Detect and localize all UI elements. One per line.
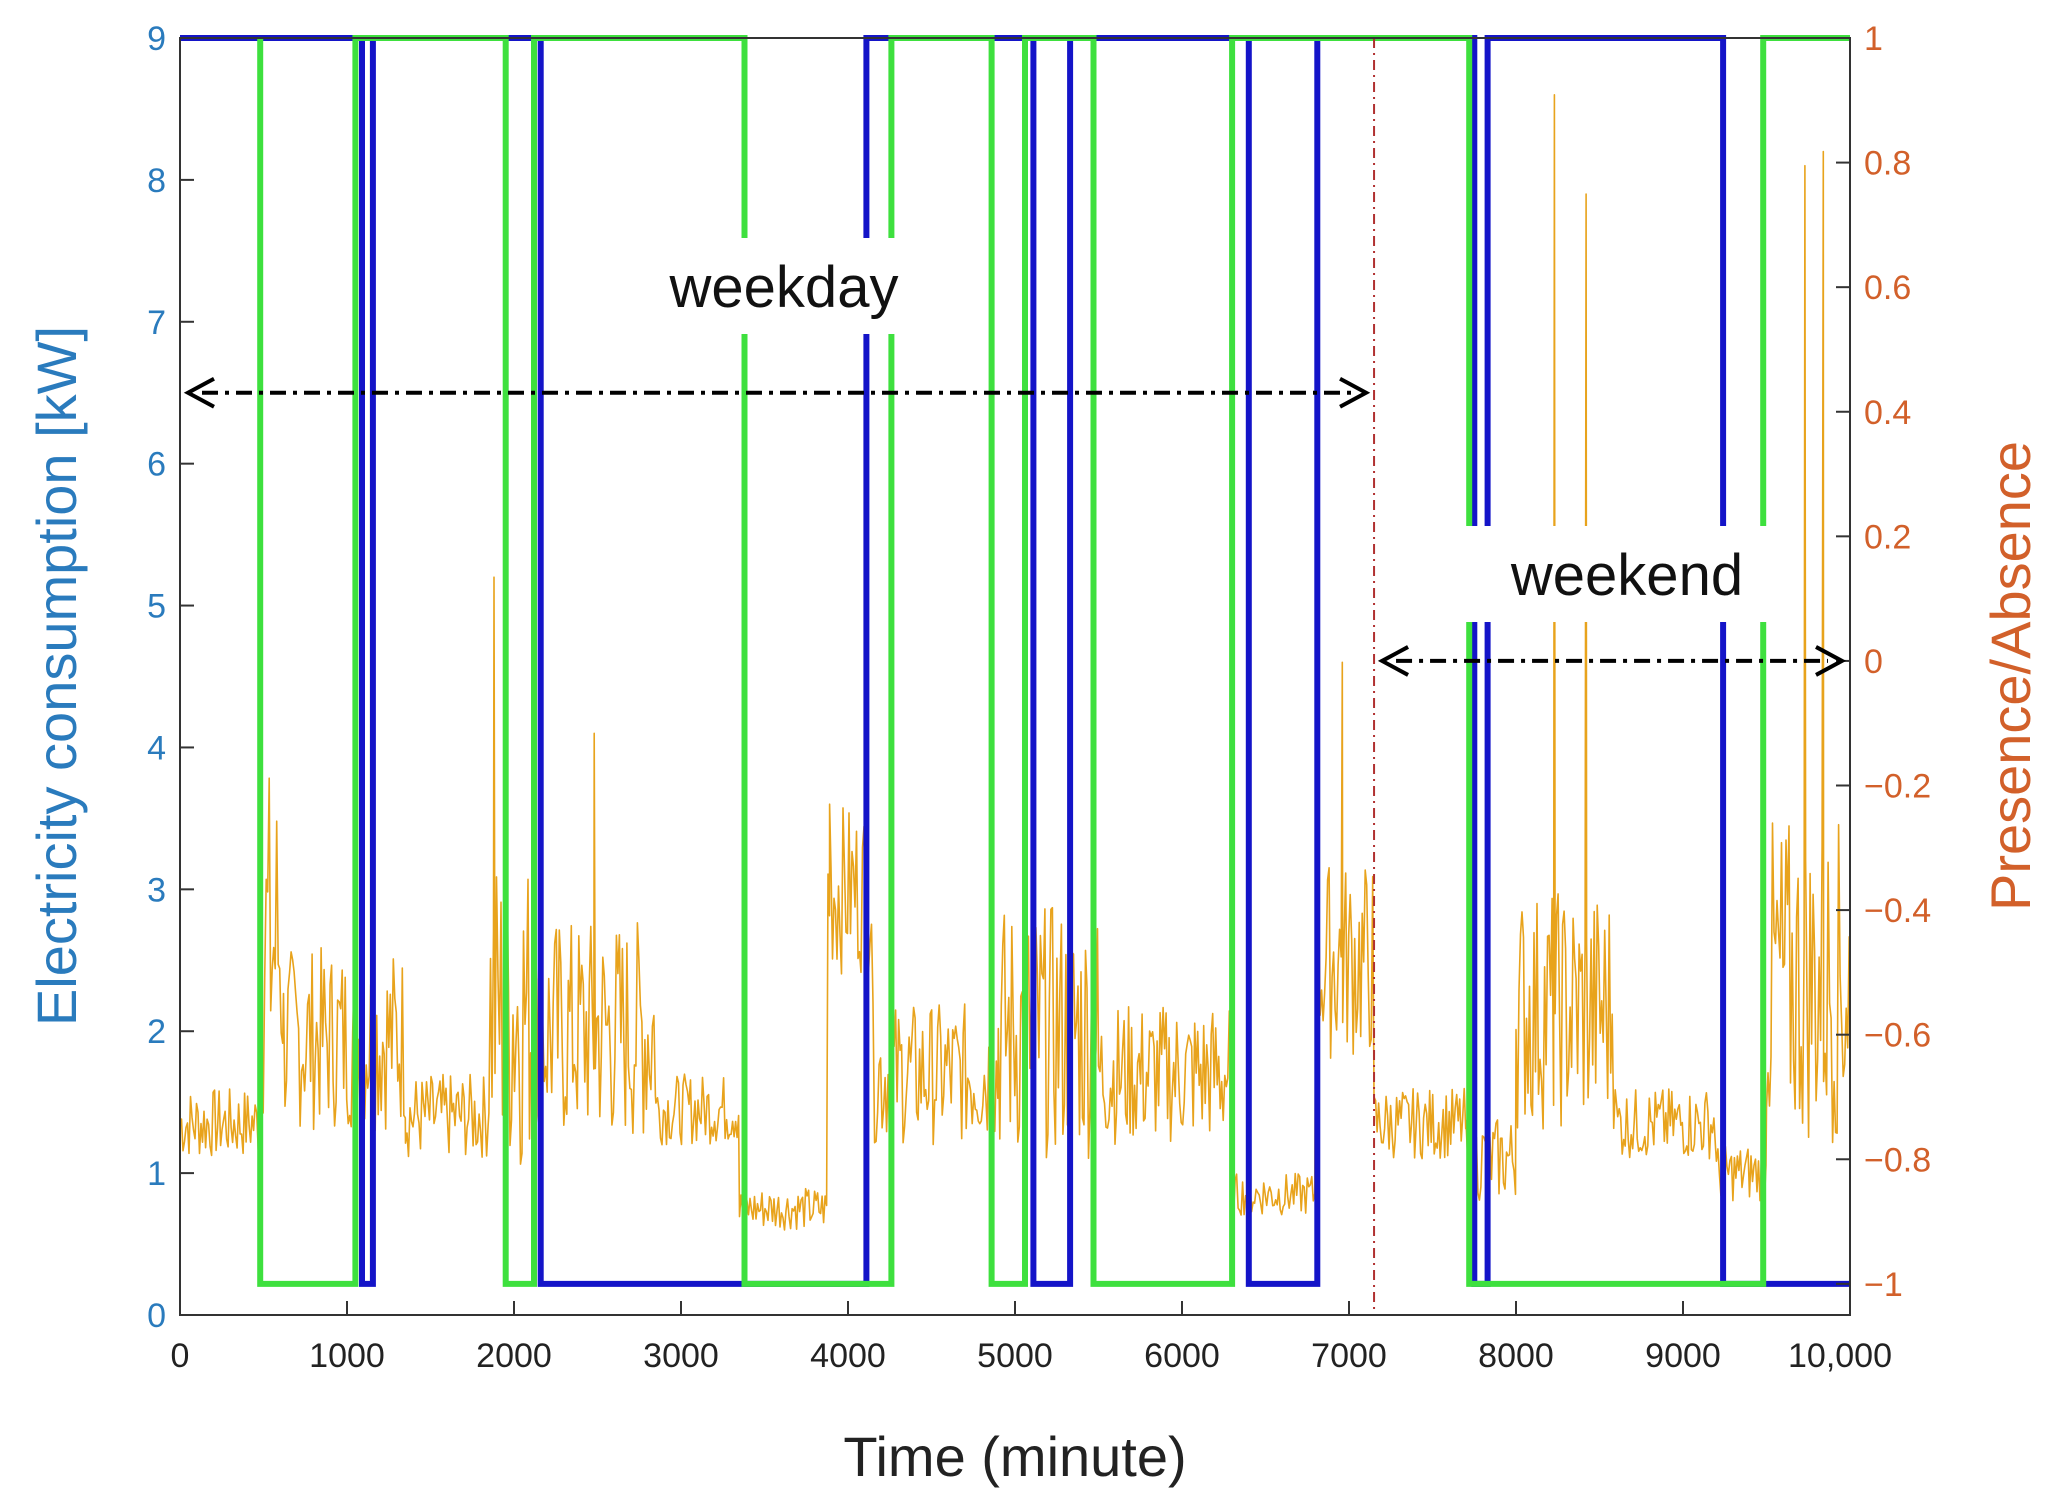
y-tick-label-right: −1 [1864,1266,1903,1304]
x-tick-label: 10,000 [1788,1337,1892,1375]
y-tick-label-left: 8 [147,162,166,200]
y-tick-label-left: 9 [147,20,166,58]
weekend-arrow-head-left [1377,645,1409,677]
left-axis-ticks: 0 1 2 3 4 5 6 7 8 9 [147,20,194,1335]
y-axis-label-right: Presence/Absence [1979,441,2042,911]
y-tick-label-left: 4 [147,729,166,767]
consumption-line [179,94,1850,1231]
x-tick-label: 9000 [1645,1337,1721,1375]
y-tick-label-right: 0.4 [1864,394,1911,432]
weekday-label-bg [618,238,950,334]
y-axis-label-left: Electricity consumption [kW] [25,326,88,1026]
y-tick-label-left: 5 [147,588,166,626]
weekend-label-bg [1466,526,1788,622]
x-tick-label: 0 [171,1337,190,1375]
y-tick-label-left: 0 [147,1297,166,1335]
weekday-arrow-head-right [1339,376,1371,409]
y-tick-label-right: −0.6 [1864,1017,1931,1055]
y-tick-label-right: 0.8 [1864,145,1911,183]
x-tick-label: 3000 [643,1337,719,1375]
y-tick-label-right: −0.8 [1864,1141,1931,1179]
y-tick-label-left: 3 [147,871,166,909]
x-tick-label: 1000 [309,1337,385,1375]
x-tick-label: 4000 [810,1337,886,1375]
y-tick-label-left: 2 [147,1013,166,1051]
y-tick-label-left: 1 [147,1155,166,1193]
y-tick-label-left: 6 [147,446,166,484]
weekday-label: weekday [669,255,899,320]
weekend-arrow-head-right [1815,645,1847,677]
presence-blue-line [180,35,1850,1287]
consumption-series [179,94,1850,1231]
plot-frame [179,37,1851,1316]
y-tick-label-right: −0.2 [1864,768,1931,806]
weekday-arrow-head-left [183,376,215,409]
x-axis-ticks: 0 1000 2000 3000 4000 5000 6000 7000 8000 9000 10,… [171,1301,1892,1375]
x-tick-label: 8000 [1478,1337,1554,1375]
y-tick-label-right: 1 [1864,20,1883,58]
x-tick-label: 5000 [977,1337,1053,1375]
x-tick-label: 2000 [476,1337,552,1375]
y-tick-label-right: 0.6 [1864,269,1911,307]
weekend-label: weekend [1510,543,1743,608]
period-arrows [183,376,1847,677]
x-tick-label: 7000 [1311,1337,1387,1375]
x-axis-label: Time (minute) [843,1425,1186,1488]
right-axis-ticks: −1 −0.8 −0.6 −0.4 −0.2 0 0.2 0.4 0.6 0.8 1 [1836,20,1931,1304]
y-tick-label-right: −0.4 [1864,892,1931,930]
x-tick-label: 6000 [1144,1337,1220,1375]
y-tick-label-right: 0 [1864,643,1883,681]
y-tick-label-right: 0.2 [1864,518,1911,556]
y-tick-label-left: 7 [147,304,166,342]
presence-blue-series [180,35,1850,1287]
